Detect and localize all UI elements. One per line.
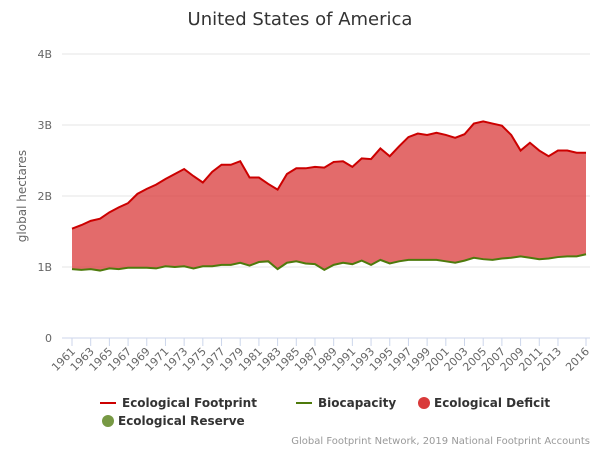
y-tick-label: 4B — [37, 48, 52, 61]
legend-footprint[interactable]: Ecological Footprint — [122, 396, 257, 410]
credits[interactable]: Global Footprint Network, 2019 National … — [291, 436, 590, 447]
legend-deficit[interactable]: Ecological Deficit — [434, 396, 550, 410]
x-tick-label: 2016 — [563, 345, 592, 374]
footprint-line — [71, 120, 586, 230]
legend-deficit-marker — [418, 397, 430, 409]
chart-title: United States of America — [188, 9, 413, 30]
y-tick-label: 2B — [37, 190, 52, 203]
legend-reserve[interactable]: Ecological Reserve — [118, 414, 245, 428]
y-tick-label: 3B — [37, 119, 52, 132]
deficit-area — [72, 121, 586, 271]
y-tick-label: 0 — [45, 332, 52, 345]
y-axis-label: global hectares — [15, 150, 29, 242]
legend-reserve-marker — [102, 415, 114, 427]
y-tick-label: 1B — [37, 261, 52, 274]
legend-biocapacity[interactable]: Biocapacity — [318, 396, 396, 410]
biocapacity-line — [71, 253, 587, 272]
